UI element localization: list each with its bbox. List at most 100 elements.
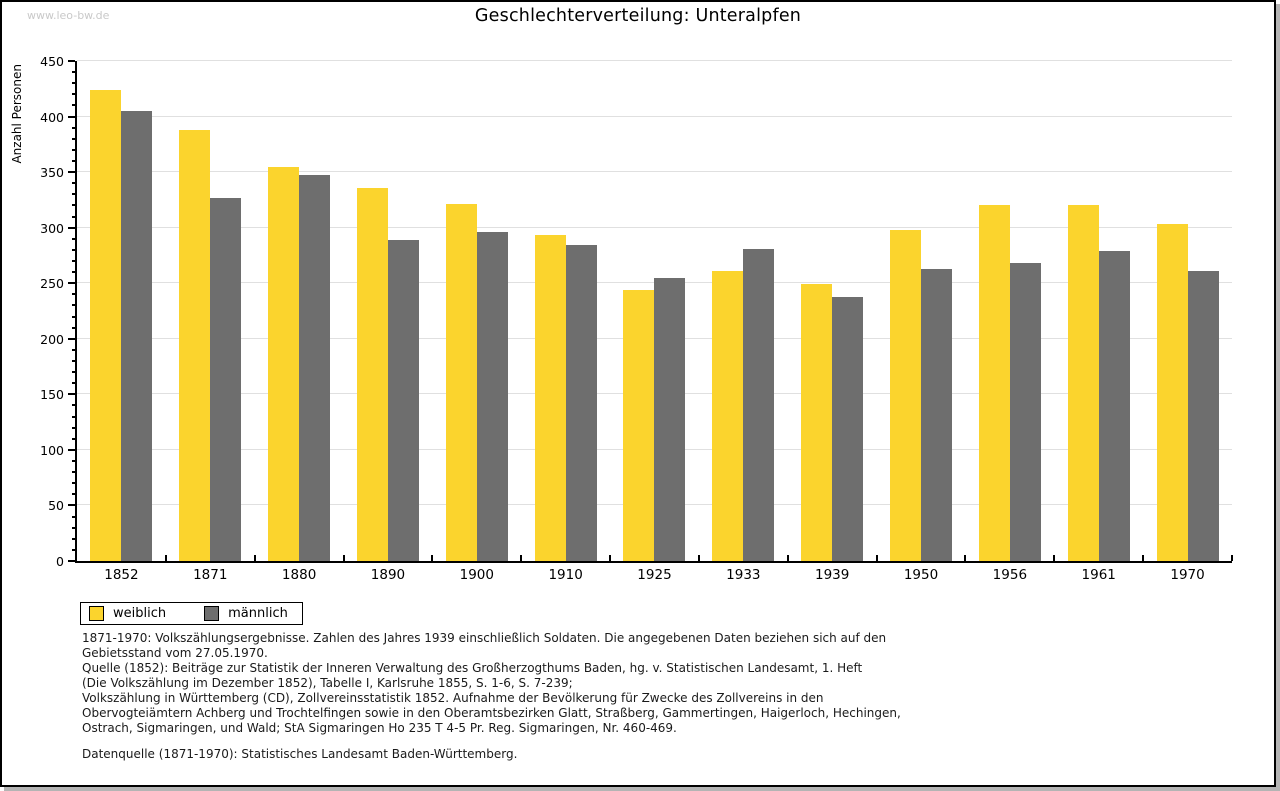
y-axis-tick: [68, 448, 75, 451]
gridline: [77, 171, 1232, 173]
bar-group-1871: 1871: [166, 61, 256, 583]
y-axis-tick: [72, 148, 75, 151]
bar-männlich-1871: [210, 197, 242, 561]
bar-männlich-1910: [565, 245, 597, 561]
y-axis-tick: [68, 282, 75, 285]
y-axis-tick: [68, 393, 75, 396]
bar-group-1939: 1939: [788, 61, 878, 583]
x-axis-category-label: 1890: [370, 567, 406, 583]
legend-item-weiblich: weiblich: [89, 606, 166, 621]
bar-group-1910: 1910: [521, 61, 612, 583]
y-axis-tick: [68, 504, 75, 507]
x-axis-tick: [875, 555, 878, 561]
gridline: [77, 226, 1232, 228]
y-axis-tick: [72, 382, 75, 385]
bar-weiblich-1910: [534, 235, 566, 561]
bar-weiblich-1961: [1067, 205, 1099, 561]
footnote-line: (Die Volkszählung im Dezember 1852), Tab…: [82, 676, 573, 690]
y-axis-tick: [72, 182, 75, 185]
y-axis-tick: [72, 215, 75, 218]
y-axis-tick: [72, 82, 75, 85]
x-axis-tick: [609, 555, 612, 561]
gridline: [77, 115, 1232, 117]
bar-group-1970: 1970: [1143, 61, 1233, 583]
y-axis-tick: [68, 171, 75, 174]
y-axis-tick-label: 0: [56, 554, 64, 569]
x-axis-category-label: 1939: [814, 567, 850, 583]
y-axis-tick: [72, 71, 75, 74]
bar-group-1890: 1890: [344, 61, 434, 583]
chart-title: Geschlechterverteilung: Unteralpfen: [474, 6, 802, 26]
y-axis-tick: [72, 248, 75, 251]
x-axis-category-label: 1925: [637, 567, 672, 583]
y-axis-tick-label: 300: [40, 220, 64, 236]
y-axis-tick-label: 200: [40, 331, 64, 347]
footnote-line: Obervogteiämtern Achberg und Trochtelfin…: [82, 706, 901, 720]
bar-weiblich-1970: [1156, 224, 1188, 561]
x-axis-category-label: 1956: [992, 567, 1028, 583]
bar-männlich-1890: [387, 239, 419, 561]
x-axis-tick: [1142, 555, 1145, 561]
legend-label-weiblich: weiblich: [113, 606, 167, 621]
y-axis-tick: [72, 271, 75, 274]
y-axis-tick: [68, 115, 75, 118]
bar-group-1961: 1961: [1054, 61, 1145, 583]
y-axis-tick: [68, 560, 75, 562]
y-axis-tick: [72, 437, 75, 440]
bar-weiblich-1900: [445, 204, 477, 561]
y-axis-tick-label: 150: [40, 387, 64, 403]
x-axis-tick: [520, 555, 523, 561]
y-axis-tick: [72, 493, 75, 496]
x-axis-category-label: 1852: [104, 567, 139, 583]
footnotes-block: 1871-1970: Volkszählungsergebnisse. Zahl…: [82, 631, 901, 762]
y-axis-tick: [72, 315, 75, 318]
footnote-line: Volkszählung in Württemberg (CD), Zollve…: [82, 691, 824, 705]
bar-männlich-1961: [1098, 251, 1130, 561]
y-axis-tick: [72, 537, 75, 540]
bar-männlich-1970: [1187, 271, 1219, 561]
y-axis-tick: [72, 126, 75, 129]
y-axis-tick: [72, 360, 75, 362]
bar-weiblich-1956: [978, 205, 1010, 561]
x-axis-category-label: 1961: [1081, 567, 1116, 583]
x-axis-category-label: 1950: [903, 567, 939, 583]
footnote-line: Gebietsstand vom 27.05.1970.: [82, 646, 268, 660]
site-watermark: www.leo-bw.de: [27, 9, 110, 22]
x-axis-tick: [964, 555, 967, 561]
bar-weiblich-1933: [712, 271, 744, 561]
bar-groups: 1852 1871 1880 1890 1900 1910 1925 1933 1939 1950…: [77, 61, 1233, 583]
y-axis-tick: [68, 337, 75, 340]
bar-männlich-1939: [832, 296, 864, 561]
x-axis-category-label: 1871: [193, 567, 228, 583]
y-axis-tick: [72, 260, 75, 262]
y-axis-tick: [72, 204, 75, 207]
bar-group-1925: 1925: [610, 61, 700, 583]
bar-weiblich-1852: [90, 89, 122, 561]
y-axis-tick: [72, 104, 75, 107]
x-axis-tick: [253, 555, 256, 561]
x-axis-tick: [786, 555, 789, 561]
x-axis-category-label: 1880: [281, 567, 317, 583]
x-axis-category-label: 1970: [1170, 567, 1205, 583]
bar-männlich-1956: [1009, 263, 1041, 561]
footnote-line: Ostrach, Sigmaringen, und Wald; StA Sigm…: [82, 721, 677, 735]
legend: weiblich männlich: [80, 602, 303, 625]
bar-männlich-1925: [654, 277, 686, 561]
y-axis-tick-label: 100: [40, 442, 64, 458]
x-axis-tick: [1230, 555, 1233, 561]
x-axis-tick: [1053, 555, 1056, 561]
bar-weiblich-1939: [801, 284, 833, 561]
y-axis-tick-label: 350: [40, 165, 64, 181]
y-axis-tick: [72, 348, 75, 351]
bar-group-1880: 1880: [255, 61, 345, 583]
bar-männlich-1950: [921, 268, 953, 561]
bar-group-1900: 1900: [432, 61, 523, 583]
y-axis-tick: [72, 237, 75, 240]
y-axis-tick: [72, 460, 75, 462]
legend-item-maennlich: männlich: [204, 606, 288, 621]
y-axis-tick: [72, 304, 75, 307]
bar-group-1956: 1956: [965, 61, 1056, 583]
bar-männlich-1900: [476, 232, 508, 561]
bar-männlich-1933: [743, 248, 775, 561]
y-axis-tick: [72, 371, 75, 374]
